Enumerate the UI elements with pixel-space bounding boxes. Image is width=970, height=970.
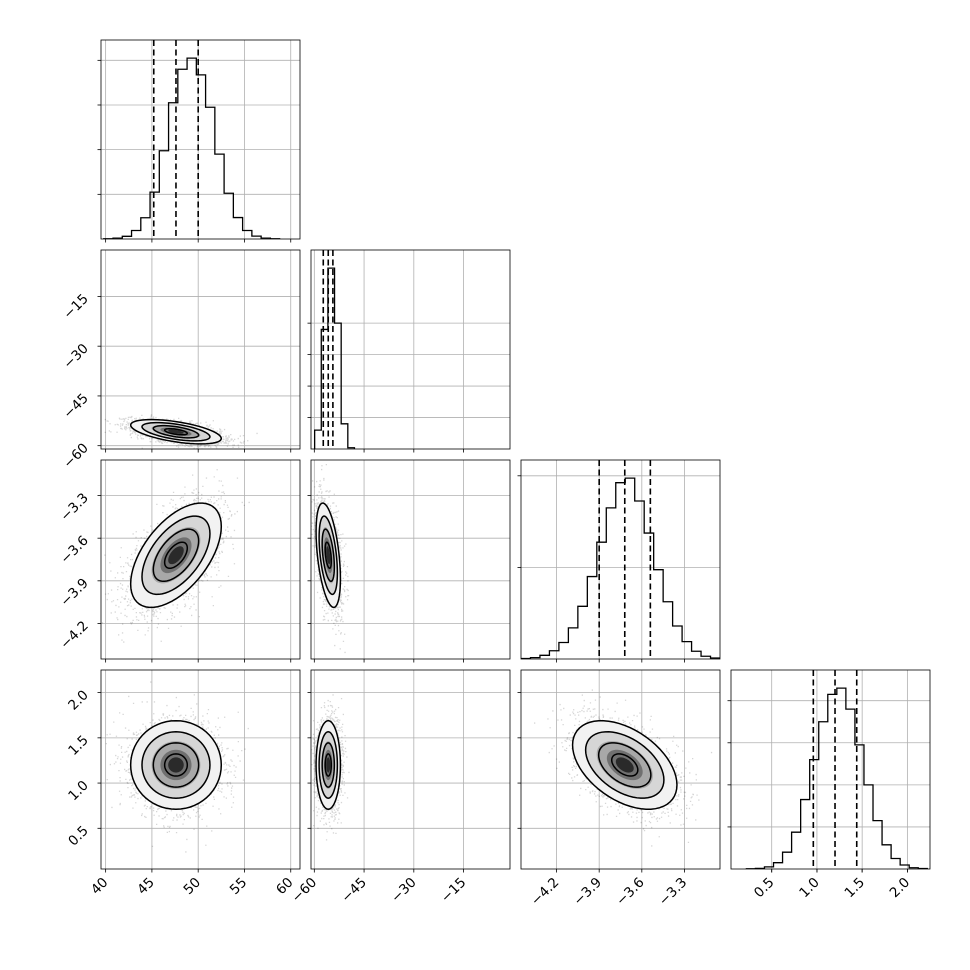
y-tick-label: 0.5 (65, 823, 92, 850)
x-tick-label: −45 (338, 875, 369, 906)
y-tick-label: −15 (60, 291, 91, 322)
density-fill (168, 757, 184, 773)
y-tick-label: −3.3 (57, 490, 91, 524)
y-tick-label: 1.0 (65, 778, 92, 805)
scatter-panel-1-2 (310, 459, 511, 660)
contour-line (163, 541, 189, 570)
x-tick-label: −3.9 (571, 875, 605, 909)
panel-frame (310, 669, 511, 870)
panel-content (311, 460, 510, 659)
x-tick-label: −30 (388, 875, 419, 906)
contour-line (152, 528, 200, 583)
x-tick-label: 1.5 (841, 875, 868, 902)
y-tick-label: 1.5 (65, 732, 92, 759)
contour-line (163, 753, 189, 777)
scatter-panel-0-3 (100, 669, 301, 870)
x-tick-label: 2.0 (887, 875, 914, 902)
x-tick-label: 0.5 (751, 875, 778, 902)
x-tick-label: −4.2 (528, 875, 562, 909)
density-fill (168, 429, 184, 434)
histogram-panel-0 (97, 39, 301, 243)
scatter-panel-1-3 (310, 669, 511, 870)
panel-frame (100, 669, 301, 870)
histogram-panel-3 (727, 669, 931, 873)
histogram-step (313, 267, 356, 449)
contour-line (318, 515, 339, 596)
x-tick-label: −15 (438, 875, 469, 906)
contour-line (324, 753, 333, 777)
panel-frame (100, 39, 301, 240)
panel-frame (730, 669, 931, 870)
contour-line (315, 502, 342, 609)
contour-line (610, 753, 639, 777)
density-fill (326, 546, 331, 565)
contour-line (163, 427, 189, 436)
density-fill (615, 757, 634, 773)
y-tick-label: 2.0 (65, 687, 92, 714)
panel-frame (310, 249, 511, 450)
panel-frame (100, 249, 301, 450)
panel-frame (310, 459, 511, 660)
panel-content (521, 670, 720, 869)
scatter-panel-2-3 (520, 669, 721, 870)
contour-line (129, 418, 223, 445)
y-tick-label: −3.9 (57, 575, 91, 609)
y-tick-label: −45 (60, 390, 91, 421)
y-tick-label: −30 (60, 341, 91, 372)
panel-frame (520, 669, 721, 870)
contour-line (321, 528, 336, 583)
x-tick-label: 40 (88, 875, 111, 898)
contour-line (571, 719, 678, 810)
x-tick-label: 50 (181, 875, 204, 898)
contour-line (321, 742, 336, 788)
x-tick-label: −3.6 (613, 875, 647, 909)
x-tick-label: 45 (134, 875, 157, 898)
panel-content (101, 250, 300, 449)
panel-content (101, 460, 300, 659)
contour-line (584, 731, 665, 799)
panel-content (101, 670, 300, 869)
scatter-panel-0-2 (100, 459, 301, 660)
x-tick-label: 1.0 (796, 875, 823, 902)
contour-line (324, 541, 333, 570)
histogram-panel-2 (517, 459, 721, 663)
histogram-panel-1 (307, 249, 511, 453)
y-tick-label: −60 (60, 440, 91, 471)
panel-content (311, 670, 510, 869)
x-tick-label: 55 (227, 875, 250, 898)
histogram-step (521, 477, 720, 659)
contour-line (152, 424, 200, 439)
contour-line (141, 421, 211, 442)
y-tick-label: −3.6 (57, 533, 91, 567)
contour-line (129, 502, 223, 609)
histogram-step (103, 57, 281, 239)
x-tick-label: −3.3 (656, 875, 690, 909)
density-fill (168, 546, 184, 565)
contour-line (318, 730, 339, 799)
contour-line (152, 742, 200, 788)
contour-line (141, 731, 211, 799)
contour-line (141, 515, 211, 596)
histogram-step (745, 687, 928, 869)
panel-frame (100, 459, 301, 660)
contour-line (315, 719, 342, 811)
y-tick-label: −4.2 (57, 618, 91, 652)
panel-frame (520, 459, 721, 660)
scatter-panel-0-1 (100, 249, 301, 450)
density-fill (326, 757, 331, 773)
x-tick-label: −60 (289, 875, 320, 906)
contour-line (597, 742, 652, 788)
contour-line (129, 719, 223, 811)
